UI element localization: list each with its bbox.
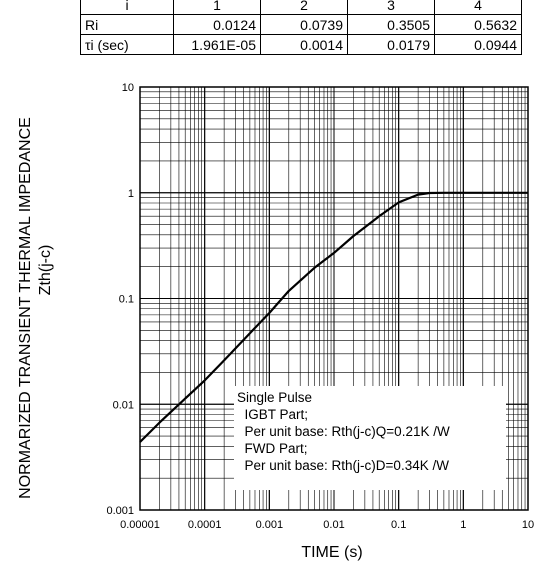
table-cell: 0.0179 — [347, 34, 435, 55]
y-tick-label: 0.1 — [119, 294, 134, 306]
series-line — [139, 191, 528, 443]
table-row-ri: Ri 0.0124 0.0739 0.3505 0.5632 — [80, 14, 522, 35]
x-tick-label: 0.01 — [323, 519, 344, 531]
table-cell: 0.5632 — [434, 14, 522, 35]
y-tick-labels: 0.001 0.01 0.1 1 10 — [106, 82, 134, 517]
x-axis-label: TIME (s) — [301, 544, 362, 561]
y-axis-label: NORMARIZED TRANSIENT THERMAL IMPEDANCE — [17, 117, 34, 499]
thermal-parameter-table: i 1 2 3 4 Ri 0.0124 0.0739 0.3505 0.5632… — [80, 0, 522, 55]
annotation-box: Single Pulse IGBT Part; Per unit base: R… — [234, 386, 506, 490]
annotation-line: Per unit base: Rth(j-c)D=0.34K /W — [237, 458, 449, 473]
table-row-tau: τi (sec) 1.961E-05 0.0014 0.0179 0.0944 — [80, 34, 522, 55]
table-cell: 0.0739 — [260, 14, 348, 35]
annotation-line: IGBT Part; — [237, 407, 308, 422]
y-tick-label: 10 — [122, 82, 134, 94]
table-cell: 0.0014 — [260, 34, 348, 55]
table-cell: 0.0944 — [434, 34, 522, 55]
x-tick-label: 1 — [460, 519, 466, 531]
y-axis-label-secondary: Zth(j-c) — [37, 245, 54, 296]
x-tick-label: 0.1 — [391, 519, 406, 531]
annotation-line: Single Pulse — [237, 390, 312, 405]
table-cell: 1.961E-05 — [173, 34, 261, 55]
annotation-background — [234, 386, 506, 490]
y-tick-label: 0.01 — [113, 399, 134, 411]
y-tick-label: 1 — [128, 188, 134, 200]
annotation-line: FWD Part; — [237, 441, 308, 456]
x-tick-label: 10 — [522, 519, 534, 531]
annotation-line: Per unit base: Rth(j-c)Q=0.21K /W — [237, 424, 450, 439]
x-tick-label: 0.0001 — [188, 519, 222, 531]
y-tick-label: 0.001 — [106, 505, 134, 517]
plot-frame — [139, 86, 529, 511]
table-cell: 0.3505 — [347, 14, 435, 35]
table-cell: 0.0124 — [173, 14, 261, 35]
x-tick-labels: 0.00001 0.0001 0.001 0.01 0.1 1 10 — [120, 519, 534, 531]
x-tick-label: 0.001 — [256, 519, 284, 531]
x-tick-label: 0.00001 — [120, 519, 160, 531]
series-group — [139, 191, 528, 443]
